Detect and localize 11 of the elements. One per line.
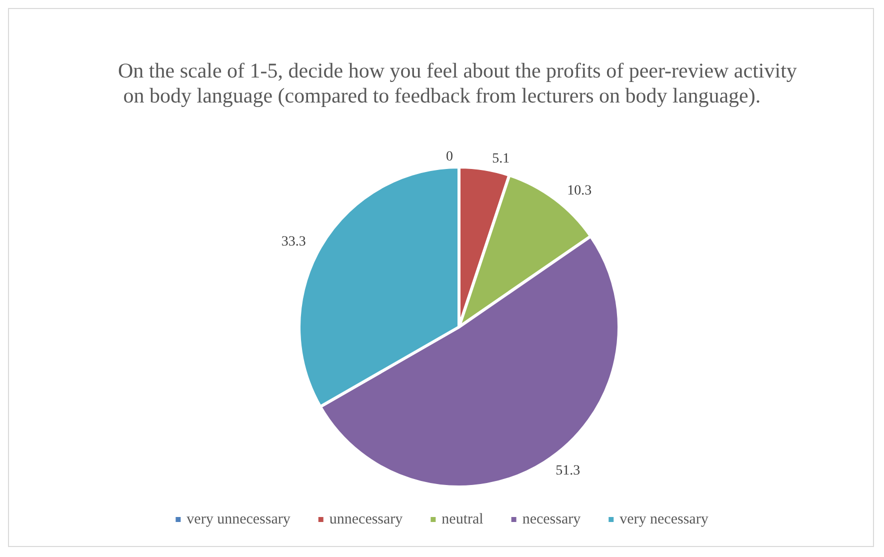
legend-label: very unnecessary	[186, 512, 291, 528]
data-label: 5.1	[492, 152, 510, 167]
legend-label: unnecessary	[329, 512, 404, 528]
text: 0	[446, 150, 453, 164]
data-label: 10.3	[567, 184, 592, 199]
legend-label: very necessary	[620, 512, 709, 528]
chart-title: On the scale of 1-5, decide how you feel about the profits of peer-review activity on body language (compared to feedback from lecturers on body language).	[118, 58, 798, 108]
data-label: 33.3	[281, 234, 306, 250]
legend-label: neutral	[442, 512, 484, 528]
legend-label: necessary	[522, 512, 582, 528]
data-label: 51.3	[556, 463, 580, 478]
